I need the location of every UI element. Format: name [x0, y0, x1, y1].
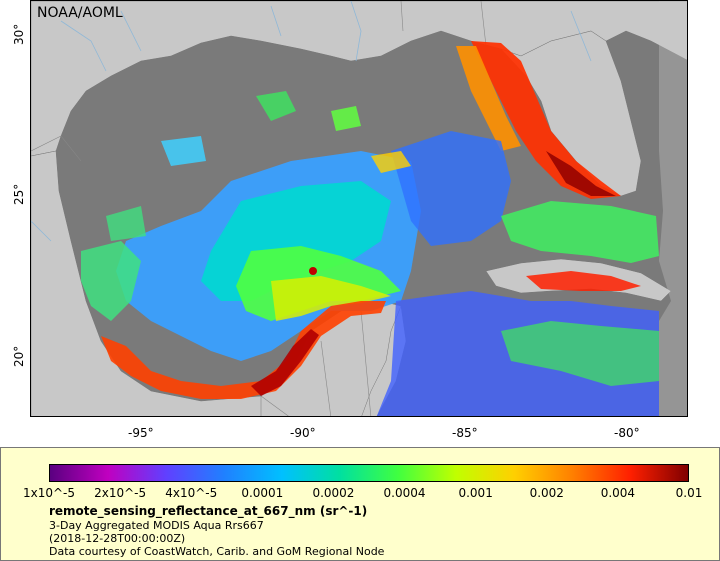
colorbar-tick-label: 4x10^-5 [165, 486, 218, 500]
lon-tick-label: -95° [128, 426, 154, 440]
reflectance-data [81, 41, 659, 416]
variable-title: remote_sensing_reflectance_at_667_nm (sr… [49, 504, 368, 518]
rivers [31, 1, 592, 242]
data-patch-5 [371, 151, 411, 173]
data-florida-red [471, 41, 621, 199]
data-florida-orange [456, 46, 521, 151]
land-florida [500, 30, 642, 197]
colorbar-tick-label: 0.001 [458, 486, 493, 500]
colorbar-tick-label: 0.004 [600, 486, 636, 500]
colorbar [49, 464, 689, 482]
land-right-edge [659, 1, 687, 416]
lat-tick-label: 25° [12, 183, 26, 205]
data-patch-4 [106, 206, 146, 241]
data-cuba-north-red [526, 271, 641, 291]
lon-tick-label: -85° [452, 426, 478, 440]
source-line: Data courtesy of CoastWatch, Carib. and … [49, 545, 385, 558]
land-usa [31, 1, 687, 157]
data-florida-straits-green [501, 201, 659, 263]
borders [31, 1, 487, 416]
data-mexico-coast-red [101, 301, 386, 399]
colorbar-tick-label: 0.002 [529, 486, 564, 500]
colorbar-tick-label: 1x10^-5 [22, 486, 76, 500]
map-canvas [31, 1, 687, 416]
lon-tick-label: -80° [614, 426, 640, 440]
colorbar-tick-label: 0.0002 [312, 486, 355, 500]
map-credit-label: NOAA/AOML [37, 5, 123, 21]
lat-tick-label: 30° [12, 23, 26, 45]
data-west-green [81, 241, 141, 321]
lat-tick-label: 20° [12, 345, 26, 367]
data-patch-1 [256, 91, 296, 121]
data-red-spot [309, 267, 317, 275]
data-patch-2 [331, 106, 361, 131]
data-patch-3 [161, 136, 206, 166]
colorbar-tick-label: 2x10^-5 [94, 486, 147, 500]
data-east-blue [391, 131, 511, 246]
product-line: 3-Day Aggregated MODIS Aqua Rrs667 [49, 519, 264, 532]
data-yellow-band [271, 276, 391, 321]
lon-tick-label: -90° [290, 426, 316, 440]
legend-panel: remote_sensing_reflectance_at_667_nm (sr… [0, 447, 720, 561]
time-line: (2018-12-28T00:00:00Z) [49, 532, 186, 545]
map-panel: NOAA/AOML [30, 0, 688, 417]
colorbar-tick-label: 0.0004 [383, 486, 426, 500]
data-caribbean-green [501, 321, 659, 386]
data-mexico-coast-dark [251, 329, 319, 396]
colorbar-tick-label: 0.0001 [241, 486, 284, 500]
colorbar-tick-label: 0.01 [675, 486, 703, 500]
data-florida-dark [546, 151, 616, 196]
